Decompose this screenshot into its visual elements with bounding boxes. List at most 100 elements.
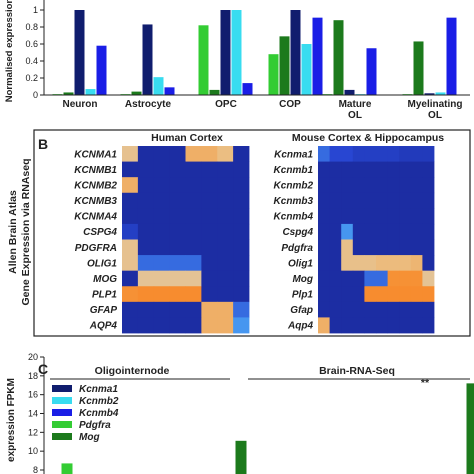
legend-swatch [52, 409, 72, 416]
heatmap-cell [341, 223, 354, 240]
heatmap-cell [329, 146, 342, 162]
bar [153, 77, 164, 95]
heatmap-cell [341, 192, 354, 209]
panel-c-bars [61, 383, 474, 474]
panel-a-categories: Neuron Astrocyte OPC COP MatureOLMyelinating… [63, 99, 463, 121]
bar [424, 93, 435, 95]
bar [466, 383, 474, 474]
panel-a-bars [52, 10, 457, 96]
legend-swatch [52, 385, 72, 392]
category-label: COP [279, 99, 301, 110]
panel-c-letter: C [38, 361, 48, 377]
heatmap-cell [137, 208, 155, 225]
heatmap-cell [169, 301, 186, 318]
bar [209, 89, 220, 95]
heatmap-cell [169, 177, 186, 194]
heatmap-cell [201, 255, 218, 272]
panel-b-heatmap: B Allen Brain Atlas Gene Expression via … [7, 129, 471, 337]
panel-b-left-cells [122, 146, 250, 334]
heatmap-cell [217, 239, 234, 256]
bar [61, 463, 73, 474]
heatmap-cell [410, 208, 423, 225]
gene-label: KCNMB3 [74, 196, 117, 207]
panel-b-left-title: Human Cortex [151, 132, 223, 144]
panel-b-y-label-2: Gene Expression via RNAseq [20, 158, 32, 305]
heatmap-cell [329, 255, 342, 272]
gene-label: KCNMB1 [74, 165, 117, 176]
panel-a-chart: 0 0.2 0.4 0.6 0.8 1 Neuron Astrocyte OPC COP Matu… [4, 0, 470, 121]
category-label: Neuron [63, 99, 98, 110]
gene-label: GFAP [90, 305, 118, 316]
heatmap-cell [233, 146, 250, 162]
heatmap-cell [341, 239, 354, 256]
heatmap-cell [364, 301, 377, 318]
gene-label: Cspg4 [282, 227, 313, 238]
heatmap-cell [169, 255, 186, 272]
heatmap-cell [376, 286, 388, 303]
y-tick-label: 20 [28, 352, 38, 362]
heatmap-cell [387, 192, 400, 209]
y-tick-label: 0.6 [25, 39, 38, 49]
panel-b-letter: B [38, 136, 48, 152]
heatmap-cell [364, 223, 377, 240]
heatmap-cell [341, 317, 354, 334]
heatmap-cell [217, 223, 234, 240]
heatmap-cell [376, 177, 388, 194]
heatmap-cell [153, 317, 171, 334]
gene-label: Kcnmb2 [274, 180, 314, 191]
bar [231, 10, 242, 95]
heatmap-cell [352, 270, 365, 287]
heatmap-cell [137, 161, 155, 178]
heatmap-cell [217, 286, 234, 303]
heatmap-cell [233, 317, 250, 334]
heatmap-cell [122, 255, 139, 272]
heatmap-cell [352, 255, 365, 272]
heatmap-cell [410, 192, 423, 209]
heatmap-cell [399, 239, 412, 256]
heatmap-cell [122, 270, 139, 287]
heatmap-cell [422, 177, 435, 194]
y-tick-label: 0.8 [25, 22, 38, 32]
gene-label: Gfap [290, 305, 313, 316]
heatmap-cell [137, 317, 155, 334]
heatmap-cell [318, 255, 330, 272]
heatmap-cell [185, 286, 202, 303]
heatmap-cell [201, 146, 218, 162]
heatmap-cell [318, 192, 330, 209]
gene-label: Pdgfra [281, 243, 313, 254]
bar [220, 10, 231, 95]
heatmap-cell [185, 208, 202, 225]
heatmap-cell [364, 255, 377, 272]
heatmap-cell [185, 239, 202, 256]
category-label: Myelinating [407, 99, 462, 110]
bar [74, 10, 85, 95]
heatmap-cell [352, 239, 365, 256]
heatmap-cell [185, 255, 202, 272]
panel-c-chart: C 8 10 12 14 16 18 20 expression FPKM Oligoint… [6, 352, 474, 474]
bar [279, 36, 290, 95]
heatmap-cell [318, 239, 330, 256]
heatmap-cell [169, 239, 186, 256]
bar [333, 20, 344, 96]
heatmap-cell [201, 301, 218, 318]
heatmap-cell [352, 177, 365, 194]
legend-label: Pdgfra [79, 420, 111, 431]
heatmap-cell [352, 192, 365, 209]
heatmap-cell [364, 286, 377, 303]
y-tick-label: 1 [33, 5, 38, 15]
heatmap-cell [329, 301, 342, 318]
heatmap-cell [422, 301, 435, 318]
heatmap-cell [153, 223, 171, 240]
heatmap-cell [201, 286, 218, 303]
heatmap-cell [217, 161, 234, 178]
heatmap-cell [399, 208, 412, 225]
panel-b-right-title: Mouse Cortex & Hippocampus [292, 132, 444, 144]
gene-label: AQP4 [89, 321, 118, 332]
heatmap-cell [233, 177, 250, 194]
heatmap-cell [422, 146, 435, 162]
heatmap-cell [201, 208, 218, 225]
y-tick-label: 18 [28, 371, 38, 381]
heatmap-cell [185, 192, 202, 209]
heatmap-cell [217, 177, 234, 194]
